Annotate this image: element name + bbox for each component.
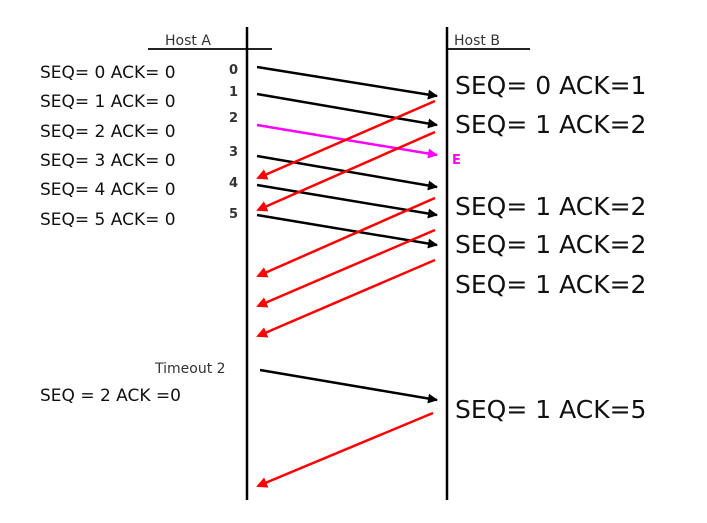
ack-arrow xyxy=(256,411,434,488)
host-a-seq-label: SEQ= 2 ACK= 0 xyxy=(40,122,176,142)
ack-arrow xyxy=(256,228,436,308)
error-mark: E xyxy=(452,153,461,168)
packet-number: 0 xyxy=(229,63,238,78)
host-b-ack-label: SEQ= 1 ACK=2 xyxy=(455,110,646,139)
ack-arrow xyxy=(256,196,436,278)
ack-arrow xyxy=(256,130,436,212)
host-a-seq-label: SEQ= 1 ACK= 0 xyxy=(40,92,176,112)
ack-arrow xyxy=(256,99,436,180)
host-a-seq-label: SEQ= 3 ACK= 0 xyxy=(40,151,176,171)
host-b-ack-label: SEQ= 0 ACK=1 xyxy=(455,71,646,100)
host-a-label: Host A xyxy=(165,33,211,49)
data-segment-arrow xyxy=(256,213,438,249)
host-a-seq-label: SEQ= 0 ACK= 0 xyxy=(40,63,176,83)
host-a-retransmit-label: SEQ = 2 ACK =0 xyxy=(40,386,181,406)
host-b-ack-label: SEQ= 1 ACK=2 xyxy=(455,270,646,299)
retransmit-segment-arrow xyxy=(259,368,438,404)
packet-number: 2 xyxy=(229,111,238,126)
host-b-ack-label: SEQ= 1 ACK=5 xyxy=(455,395,646,424)
packet-number: 1 xyxy=(229,85,238,100)
timeout-label: Timeout 2 xyxy=(154,361,226,377)
data-segment-arrow xyxy=(256,92,438,129)
host-b-label: Host B xyxy=(454,33,500,49)
host-b-ack-label: SEQ= 1 ACK=2 xyxy=(455,192,646,221)
packet-number: 5 xyxy=(229,207,238,222)
data-segment-arrow xyxy=(256,183,438,219)
packet-number: 3 xyxy=(229,145,238,160)
host-a-seq-label: SEQ= 5 ACK= 0 xyxy=(40,210,176,230)
host-b-ack-label: SEQ= 1 ACK=2 xyxy=(455,230,646,259)
packet-number: 4 xyxy=(229,176,238,191)
ack-arrow xyxy=(256,258,436,338)
host-a-seq-label: SEQ= 4 ACK= 0 xyxy=(40,180,176,200)
data-segment-arrow xyxy=(256,65,438,100)
